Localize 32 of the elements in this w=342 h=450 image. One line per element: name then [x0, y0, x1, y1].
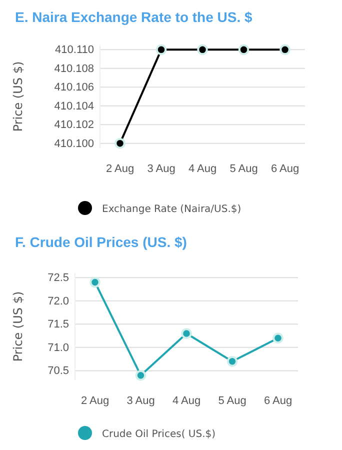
y-tick-label: 71.0	[48, 342, 69, 354]
chart-title: E. Naira Exchange Rate to the US. $	[15, 9, 253, 25]
y-tick-label: 410.100	[54, 138, 94, 150]
x-tick-label: 6 Aug	[264, 394, 292, 407]
y-tick-label: 72.0	[48, 295, 69, 308]
y-tick-label: 71.5	[48, 318, 69, 331]
x-tick-label: 6 Aug	[270, 162, 300, 175]
y-tick-label: 410.106	[54, 82, 94, 94]
legend-label: Crude Oil Prices( US.$)	[102, 429, 216, 440]
y-tick-label: 410.108	[54, 62, 94, 75]
y-tick-label: 410.102	[54, 119, 94, 132]
chart-title: F. Crude Oil Prices (US. $)	[15, 234, 187, 250]
y-tick-label: 410.104	[54, 100, 94, 112]
point	[226, 356, 238, 367]
point	[272, 332, 284, 344]
y-axis-title: Price (US $)	[11, 61, 25, 132]
y-tick-label: 72.5	[48, 272, 69, 284]
point	[135, 370, 146, 381]
x-tick-label: 4 Aug	[172, 394, 201, 407]
legend-label: Exchange Rate (Naira/US.$)	[102, 204, 242, 215]
y-tick-label: 410.110	[55, 44, 94, 56]
x-tick-label: 4 Aug	[188, 162, 217, 175]
x-tick-label: 5 Aug	[230, 162, 258, 175]
point	[90, 276, 100, 288]
x-tick-label: 5 Aug	[218, 394, 246, 407]
x-tick-label: 2 Aug	[106, 162, 134, 175]
x-tick-label: 3 Aug	[147, 162, 176, 175]
y-axis-title: Price (US $)	[11, 291, 25, 362]
x-tick-label: 2 Aug	[80, 394, 110, 407]
x-tick-label: 3 Aug	[126, 394, 155, 407]
point	[181, 328, 192, 339]
y-tick-label: 70.5	[48, 365, 69, 378]
